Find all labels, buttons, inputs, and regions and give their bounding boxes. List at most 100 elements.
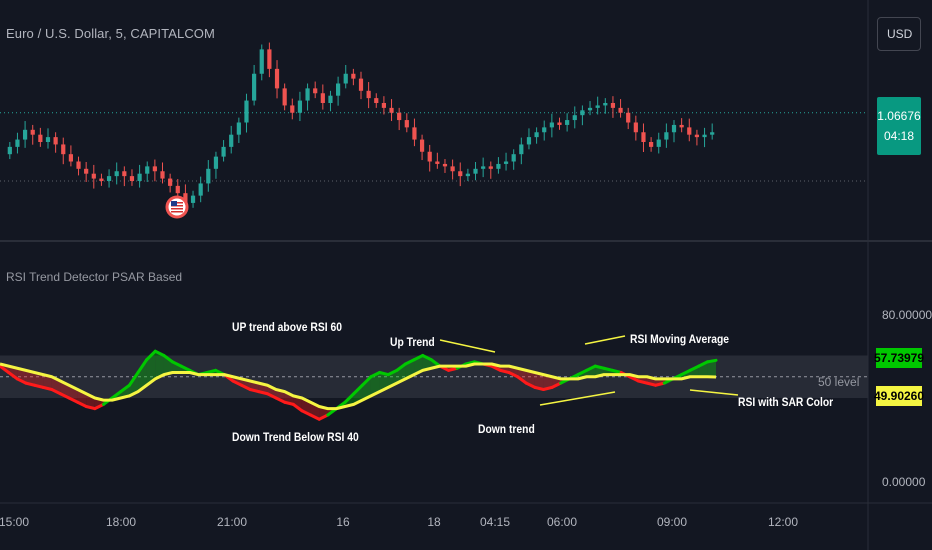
candle-body <box>519 144 524 155</box>
candle-body <box>15 139 20 147</box>
rsi-scale-80: 80.00000 <box>882 308 932 322</box>
candle-body <box>30 129 35 135</box>
time-axis-label: 18:00 <box>106 515 136 529</box>
rsi-fill <box>267 385 277 398</box>
candle-body <box>511 154 516 162</box>
rsi-segment <box>179 364 192 372</box>
candle-body <box>618 107 623 113</box>
candle-body <box>213 156 219 169</box>
rsi-segment <box>679 368 692 377</box>
candle-body <box>183 193 188 203</box>
time-axis-label: 12:00 <box>768 515 798 529</box>
currency-button[interactable]: USD <box>877 17 921 51</box>
annotation-pointer <box>539 391 616 406</box>
rsi-fill <box>43 374 52 390</box>
candle-body <box>633 122 638 133</box>
rsi-segment <box>231 379 244 387</box>
rsi-fill <box>707 360 716 377</box>
candle-body <box>679 124 684 128</box>
candle-body <box>366 90 371 99</box>
candle-body <box>274 68 280 89</box>
rsi-segment <box>153 349 166 357</box>
candle-body <box>198 183 203 196</box>
candle-body <box>351 73 356 79</box>
rsi-segment <box>162 354 175 364</box>
symbol-title[interactable]: Euro / U.S. Dollar, 5, CAPITALCOM <box>6 26 215 41</box>
rsi-segment <box>576 368 589 377</box>
candle-body <box>259 49 264 74</box>
rsi-segment <box>585 364 597 372</box>
rsi-segment <box>688 364 701 372</box>
rsi-segment <box>317 413 330 421</box>
rsi-segment <box>127 371 140 387</box>
rsi-segment <box>50 388 62 396</box>
candle-body <box>53 137 58 145</box>
candle-body <box>45 137 51 142</box>
rsi-segment <box>421 354 433 362</box>
candle-body <box>152 166 157 172</box>
candle-body <box>496 163 501 169</box>
candle-body <box>175 185 180 194</box>
candle-body <box>76 161 81 169</box>
candle-body <box>122 171 127 177</box>
annotation-pointer <box>584 335 626 345</box>
candle-body <box>694 134 700 138</box>
us-flag-stripe <box>171 208 183 210</box>
candle-body <box>473 168 478 174</box>
rsi-segment <box>386 368 399 377</box>
rsi-segment <box>524 381 537 389</box>
candle-body <box>320 93 325 103</box>
candle-body <box>91 173 96 179</box>
rsi-segment <box>352 383 364 396</box>
price-label: 1.06676 04:18 <box>877 97 921 155</box>
rsi-segment <box>93 402 106 411</box>
candle-body <box>252 73 257 101</box>
rsi-value-badge: 57.73979 <box>874 348 924 368</box>
candle-body <box>244 100 249 123</box>
us-flag-stripe <box>171 211 183 213</box>
rsi-segment <box>300 409 313 417</box>
indicator-title[interactable]: RSI Trend Detector PSAR Based <box>6 270 183 284</box>
candle-body <box>587 107 593 111</box>
candle-body <box>114 171 119 177</box>
candle-body <box>297 100 303 113</box>
candle-body <box>38 134 43 142</box>
rsi-segment <box>76 400 88 408</box>
candle-body <box>580 110 585 116</box>
annotation-pointer <box>439 339 496 353</box>
candle-body <box>381 103 387 108</box>
time-axis-label: 04:15 <box>480 515 510 529</box>
candle-body <box>549 122 554 128</box>
candle-body <box>710 132 715 135</box>
rsi-fill <box>370 372 380 396</box>
annotation-up-trend: Up Trend <box>390 335 435 349</box>
rsi-segment <box>58 392 71 400</box>
candle-body <box>84 168 89 174</box>
candle-body <box>129 176 135 181</box>
candle-body <box>534 132 539 138</box>
candle-body <box>221 146 226 157</box>
rsi-segment <box>516 375 528 385</box>
candle-body <box>488 166 493 169</box>
rsi-segment <box>490 364 502 372</box>
candle-body <box>335 83 341 96</box>
us-flag-canton <box>171 201 177 206</box>
candle-body <box>526 137 532 145</box>
rsi-segment <box>67 396 80 404</box>
candle-body <box>358 78 364 91</box>
rsi-segment <box>136 358 149 374</box>
us-flag-icon <box>165 195 189 219</box>
rsi-segment <box>403 358 416 366</box>
candle-body <box>610 103 616 108</box>
candle-body <box>229 134 234 147</box>
candle-body <box>7 146 12 155</box>
candle-body <box>160 171 165 179</box>
candle-body <box>481 166 486 169</box>
rsi-fill <box>284 391 294 405</box>
rsi-segment <box>0 364 11 374</box>
candle-body <box>435 161 440 164</box>
rsi-segment <box>145 349 157 362</box>
candle-body <box>649 142 654 147</box>
candle-body <box>374 98 379 103</box>
candle-body <box>282 88 287 106</box>
